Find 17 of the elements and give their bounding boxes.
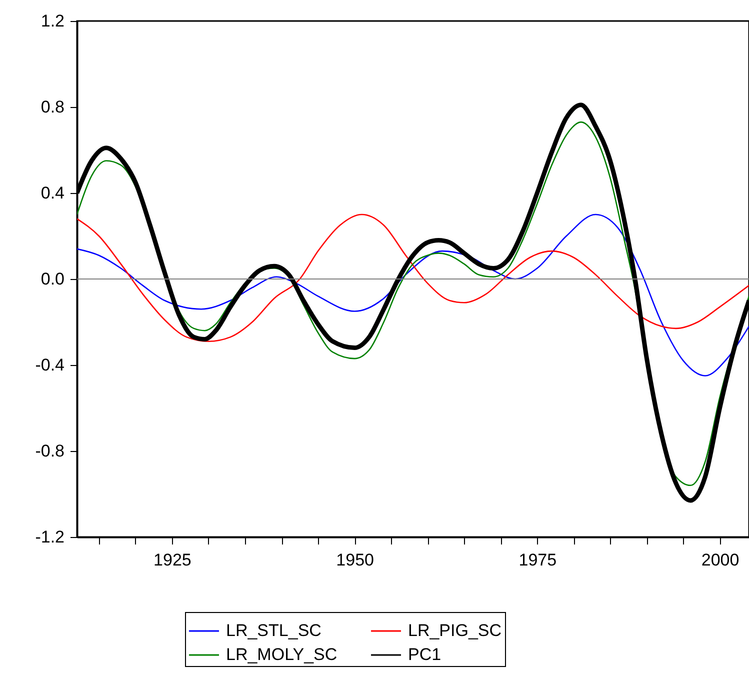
x-tick-label: 1950: [336, 550, 374, 570]
y-tick-label: 1.2: [40, 12, 64, 30]
x-tick-label: 2000: [701, 550, 740, 570]
x-tick-label: 1975: [518, 550, 557, 570]
x-tick-label: 1925: [154, 550, 192, 570]
line-series: [77, 214, 749, 342]
y-tick-label: -0.8: [35, 442, 64, 460]
legend-label: LR_MOLY_SC: [226, 645, 338, 664]
y-tick-label: -0.4: [35, 356, 64, 374]
y-tick-label: 0.4: [40, 184, 64, 202]
line-series: [77, 214, 749, 376]
legend-label: LR_STL_SC: [226, 621, 322, 640]
legend-label: PC1: [408, 645, 442, 664]
y-tick-label: 0.8: [40, 98, 64, 116]
y-tick-label: -1.2: [35, 528, 64, 546]
y-tick-label: 0.0: [40, 270, 64, 288]
legend-label: LR_PIG_SC: [408, 621, 502, 640]
